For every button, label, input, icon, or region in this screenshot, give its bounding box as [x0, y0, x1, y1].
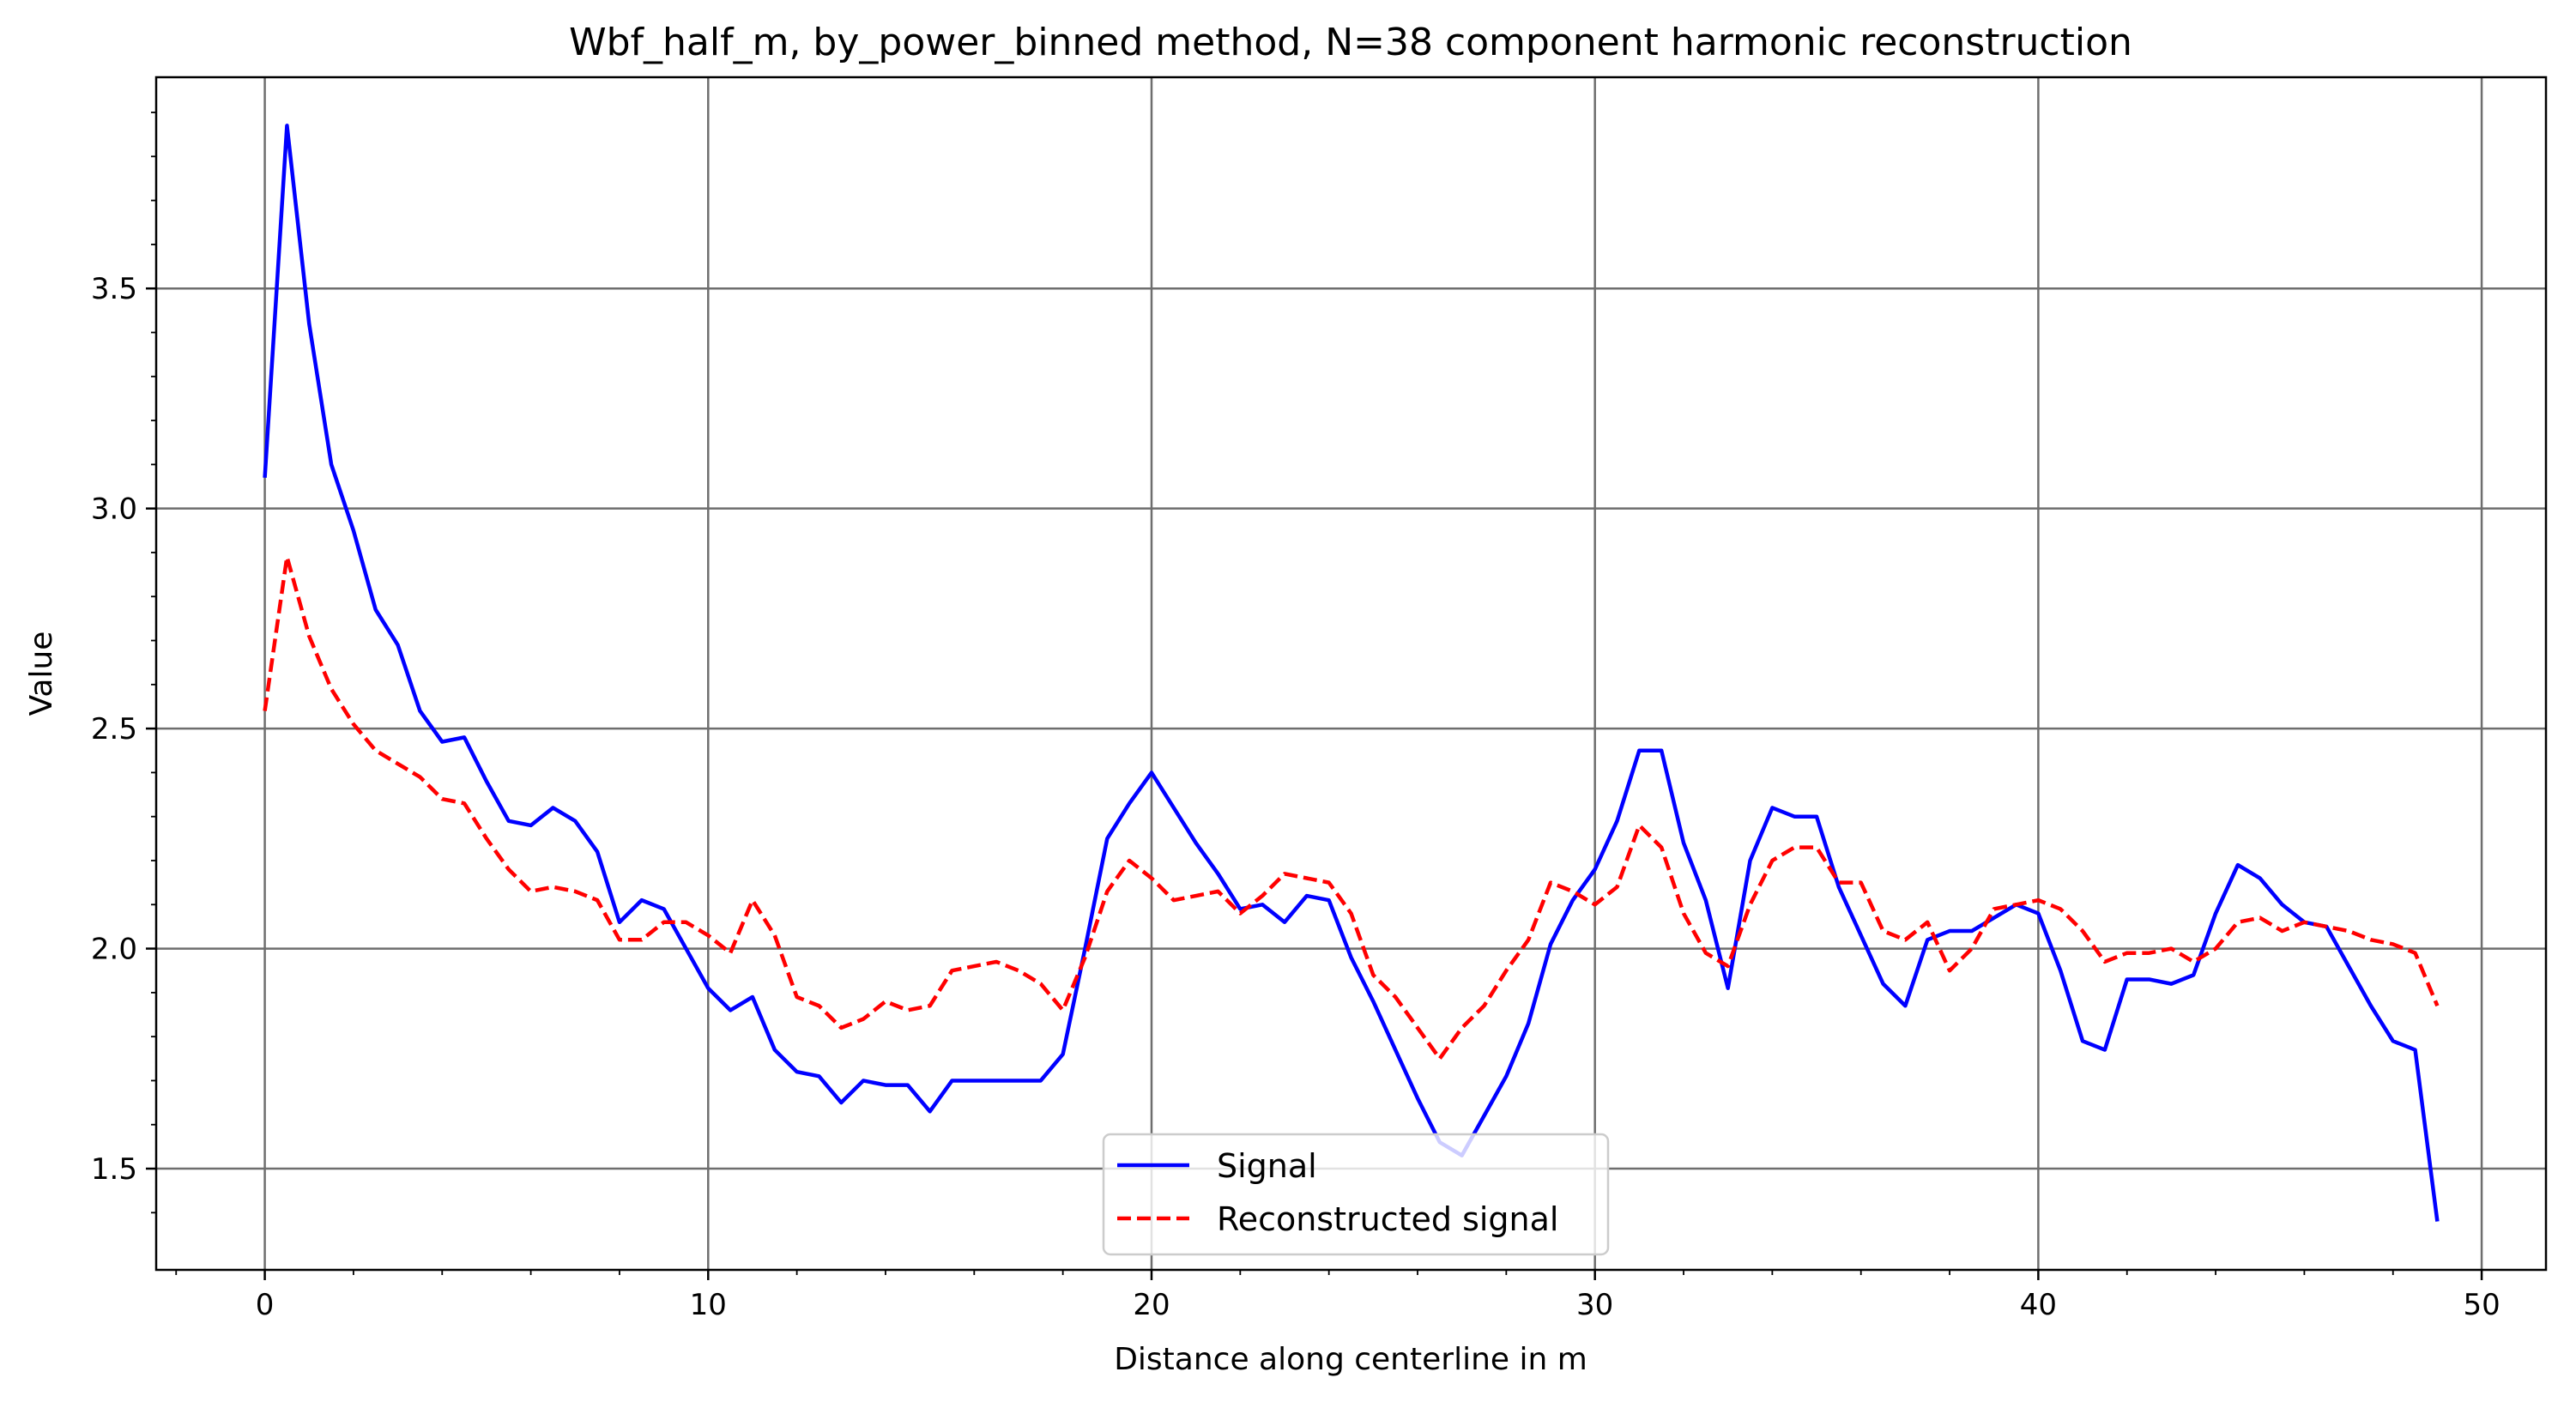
legend: Signal Reconstructed signal	[1102, 1133, 1610, 1256]
x-tick-label: 0	[256, 1288, 275, 1322]
signal-line	[263, 124, 2440, 1222]
legend-box	[1102, 1133, 1610, 1256]
y-tick-label: 2.5	[91, 712, 137, 746]
axis-ticks	[146, 287, 2483, 1280]
grid	[156, 77, 2546, 1270]
legend-reconstructed-label: Reconstructed signal	[1217, 1200, 1558, 1238]
x-tick-label: 20	[1133, 1288, 1170, 1322]
x-tick-label: 10	[690, 1288, 727, 1322]
x-tick-label: 50	[2463, 1288, 2500, 1322]
reconstructed-signal-line	[263, 554, 2440, 1061]
x-axis-label: Distance along centerline in m	[1114, 1342, 1587, 1377]
chart-title: Wbf_half_m, by_power_binned method, N=38…	[569, 21, 2132, 64]
x-tick-labels: 0 10 20 30 40 50	[256, 1288, 2500, 1322]
y-tick-label: 3.5	[91, 272, 137, 306]
y-tick-label: 2.0	[91, 933, 137, 967]
y-tick-labels: 1.5 2.0 2.5 3.0 3.5	[91, 272, 137, 1187]
y-axis-label: Value	[24, 632, 59, 716]
series-layer	[263, 124, 2440, 1222]
plot-frame	[154, 76, 2548, 1272]
x-tick-label: 40	[2020, 1288, 2057, 1322]
y-tick-label: 3.0	[91, 493, 137, 527]
legend-signal-label: Signal	[1217, 1147, 1317, 1185]
minor-ticks	[151, 112, 2394, 1275]
x-tick-label: 30	[1576, 1288, 1613, 1322]
y-tick-label: 1.5	[91, 1152, 137, 1187]
